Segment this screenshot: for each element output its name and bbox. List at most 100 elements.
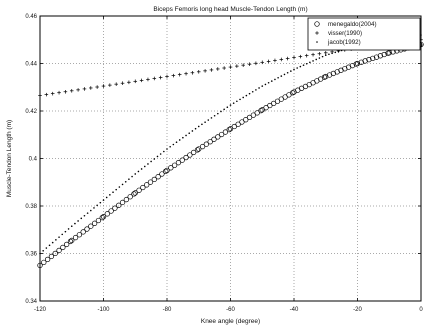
data-point [171,73,176,78]
data-point [64,230,67,233]
data-point [116,202,122,208]
data-point [118,186,121,188]
data-point [245,94,248,97]
data-point [112,205,118,211]
data-point [69,237,75,244]
data-point [114,82,118,86]
data-point [358,59,364,65]
data-point [228,65,233,69]
data-point [381,51,387,58]
data-point [128,178,130,180]
data-point [182,136,184,139]
data-point [146,77,150,82]
y-axis-label: Muscle-Tendon Length (m) [6,120,13,197]
data-point [44,256,51,263]
data-point [386,50,392,56]
data-point [373,54,380,60]
legend-label: visser(1990) [328,30,362,37]
data-point [102,199,105,201]
data-point [222,66,226,70]
data-point [183,154,189,161]
data-point [254,110,260,116]
data-point [108,208,114,214]
data-point [175,160,182,166]
data-point [315,58,318,61]
data-point [235,64,239,68]
data-point [44,92,49,97]
data-point [274,78,276,81]
data-point [239,98,241,101]
data-point [251,90,254,93]
data-point [188,132,191,135]
data-point [41,259,47,266]
data-point [273,58,277,63]
data-point [191,130,194,132]
data-point [184,71,188,76]
data-point [45,247,48,249]
data-point [55,239,57,241]
data-point [197,125,200,128]
data-point [254,61,258,66]
data-point [133,79,138,84]
data-point [99,214,105,221]
data-point [178,139,181,141]
x-tick-label: -80 [163,307,172,313]
data-point [50,91,55,96]
data-point [229,104,232,106]
data-point [96,204,98,207]
data-point [209,68,214,72]
data-point [90,209,92,212]
data-point [166,148,168,150]
legend-box [307,17,421,51]
data-point [199,143,206,150]
y-tick-label: 0.44 [25,62,37,68]
data-point [334,51,337,54]
data-point [247,62,252,67]
data-point [305,62,308,65]
data-point [211,136,217,142]
data-point [63,89,68,94]
data-point [366,57,372,63]
data-point [285,56,290,61]
data-point [299,65,302,68]
data-point [227,126,234,132]
data-point [241,63,245,67]
data-point [123,196,130,203]
data-point [74,222,76,225]
data-point [48,244,51,247]
data-point [127,194,133,200]
data-point [217,112,219,115]
data-point [312,60,314,62]
data-point [175,141,178,144]
data-point [216,67,220,71]
data-point [286,71,289,74]
data-point [203,69,207,73]
data-point [324,54,327,56]
data-point [86,212,89,214]
data-point [48,253,55,260]
data-point [147,179,154,185]
data-point [131,175,133,178]
data-point [56,247,62,254]
data-point [151,176,157,183]
data-point [283,73,286,76]
data-point [266,59,271,64]
legend-item: menegaldo(2004) [314,21,377,28]
data-point [155,174,161,180]
data-point [218,131,225,138]
data-point [121,183,124,186]
data-point [172,143,175,146]
data-point [337,50,340,53]
data-point [309,61,311,64]
data-point [258,107,264,114]
data-point [321,55,324,58]
data-point [140,184,146,191]
data-point [159,171,165,177]
data-point [164,167,170,174]
data-point [246,114,253,121]
data-point [99,201,102,204]
data-point [185,134,187,137]
data-point [226,126,232,133]
data-point [67,238,74,245]
